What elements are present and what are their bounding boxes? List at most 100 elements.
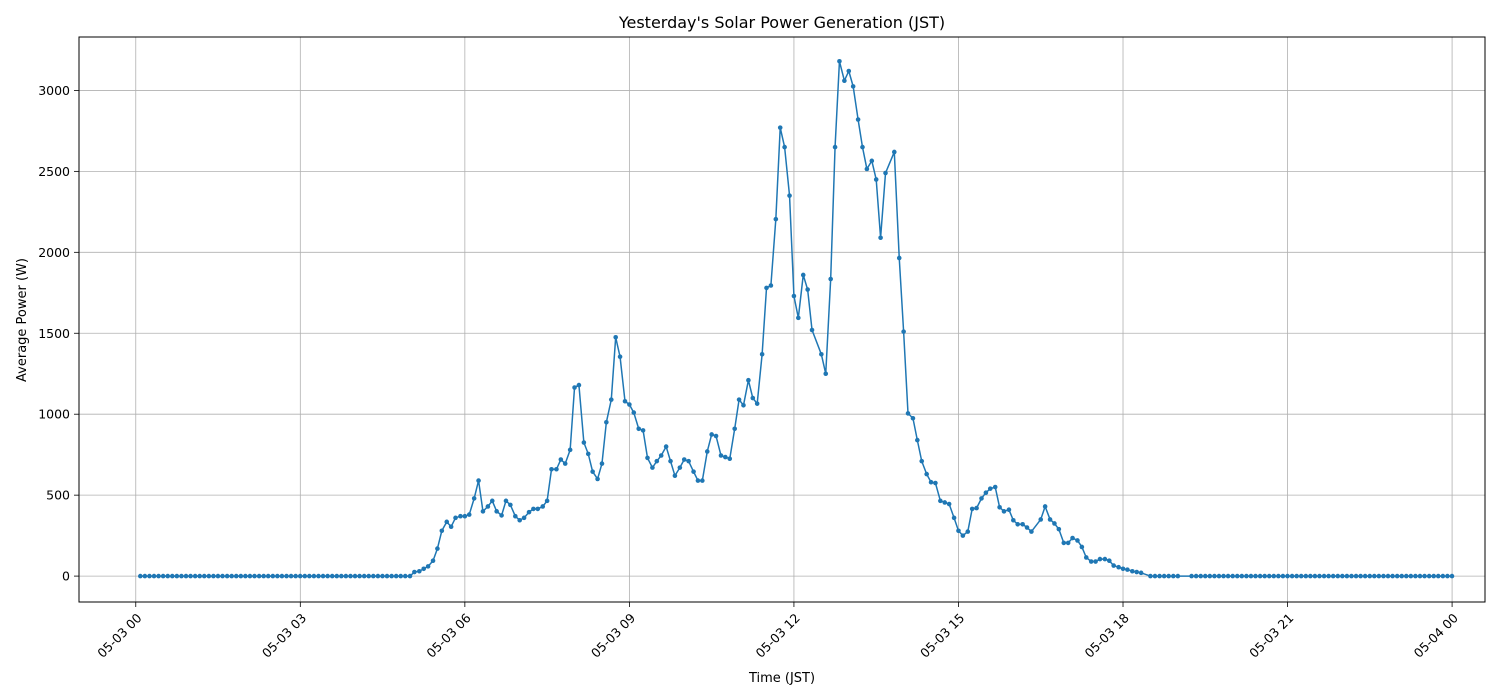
- data-point: [585, 451, 591, 457]
- y-tick-label: 1500: [38, 326, 70, 341]
- data-point: [412, 569, 417, 575]
- data-point: [1426, 573, 1432, 579]
- data-point: [288, 573, 294, 579]
- data-point: [938, 498, 943, 504]
- data-point: [389, 573, 394, 579]
- data-point: [942, 500, 948, 505]
- data-point: [1052, 521, 1057, 526]
- data-point: [398, 573, 404, 579]
- data-point: [375, 573, 381, 579]
- data-point: [1148, 573, 1153, 579]
- data-point: [513, 513, 518, 519]
- data-point: [517, 517, 522, 523]
- data-point: [974, 505, 979, 511]
- data-point: [480, 509, 486, 514]
- data-point: [279, 573, 285, 579]
- data-point: [1330, 573, 1336, 579]
- data-point: [754, 401, 760, 406]
- data-point: [627, 402, 632, 407]
- data-point: [1175, 573, 1181, 579]
- data-point: [302, 573, 308, 579]
- data-point: [1011, 517, 1016, 523]
- data-point: [873, 177, 879, 182]
- data-point: [1107, 558, 1112, 564]
- data-point: [1271, 573, 1277, 579]
- y-tick-label: 3000: [38, 83, 70, 98]
- data-point: [764, 285, 769, 291]
- data-point: [1079, 544, 1085, 550]
- data-point: [476, 478, 481, 483]
- data-point: [1061, 540, 1067, 546]
- data-point: [1417, 573, 1423, 579]
- data-point: [320, 573, 326, 579]
- data-point: [554, 466, 559, 472]
- data-point: [969, 506, 975, 512]
- data-point: [572, 385, 577, 390]
- data-point: [453, 515, 458, 521]
- data-point: [1193, 573, 1199, 579]
- data-point: [782, 144, 787, 150]
- data-point: [1408, 573, 1414, 579]
- y-tick-label: 2000: [38, 245, 70, 260]
- data-point: [275, 573, 280, 579]
- data-point: [352, 573, 358, 579]
- data-point: [1285, 573, 1290, 579]
- data-point: [910, 415, 916, 421]
- data-point: [503, 498, 509, 504]
- data-point: [247, 573, 253, 579]
- chart-title: Yesterday's Solar Power Generation (JST): [618, 13, 945, 32]
- data-point: [860, 144, 865, 150]
- data-point: [1216, 573, 1222, 579]
- data-point: [211, 573, 216, 579]
- data-point: [604, 420, 609, 425]
- data-point: [197, 573, 203, 579]
- data-point: [366, 573, 372, 579]
- data-point: [777, 125, 783, 130]
- data-point: [265, 573, 271, 579]
- data-point: [558, 457, 564, 462]
- data-point: [1001, 509, 1007, 514]
- data-point: [723, 454, 728, 460]
- data-point: [736, 397, 742, 402]
- data-point: [188, 573, 193, 579]
- data-point: [183, 573, 189, 579]
- data-point: [535, 506, 541, 512]
- data-point: [1221, 573, 1226, 579]
- data-point: [691, 469, 696, 474]
- data-point: [215, 573, 221, 579]
- data-point: [439, 528, 445, 534]
- data-point: [924, 471, 929, 477]
- data-point: [590, 469, 595, 474]
- data-point: [581, 440, 587, 445]
- data-point: [773, 216, 779, 222]
- data-point: [1440, 573, 1446, 579]
- data-point: [919, 458, 925, 464]
- data-point: [1321, 573, 1327, 579]
- data-point: [229, 573, 234, 579]
- data-point: [686, 458, 691, 464]
- data-point: [160, 573, 166, 579]
- data-point: [1093, 559, 1098, 564]
- data-point: [864, 166, 870, 172]
- data-point: [622, 398, 628, 404]
- data-point: [1070, 535, 1075, 541]
- data-point: [1075, 538, 1080, 543]
- data-point: [791, 293, 797, 299]
- data-point: [1266, 573, 1272, 579]
- data-point: [709, 432, 714, 437]
- data-point: [540, 504, 546, 509]
- data-point: [325, 573, 330, 579]
- data-point: [668, 458, 673, 464]
- data-point: [261, 573, 266, 579]
- data-point: [311, 573, 317, 579]
- data-point: [1353, 573, 1359, 579]
- data-point: [1152, 573, 1158, 579]
- data-point: [608, 397, 614, 402]
- data-point: [192, 573, 198, 579]
- data-point: [1006, 507, 1012, 513]
- series-markers-layer: [138, 58, 1455, 579]
- data-point: [1381, 573, 1386, 579]
- data-point: [901, 329, 906, 334]
- data-point: [1358, 573, 1363, 579]
- data-point: [329, 573, 335, 579]
